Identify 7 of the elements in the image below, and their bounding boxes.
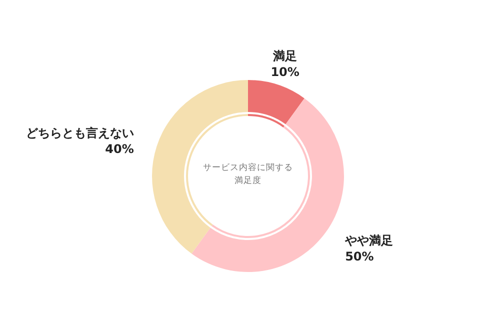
data-label: 50% [345,250,374,264]
data-label: 40% [105,142,134,156]
text: サービス内容に関する満足度 [203,162,293,188]
slice-label: 満足 [272,48,298,63]
slice-label: どちらとも言えない [26,126,134,140]
slice-label: やや満足 [344,234,394,248]
data-label: 10% [270,64,300,79]
